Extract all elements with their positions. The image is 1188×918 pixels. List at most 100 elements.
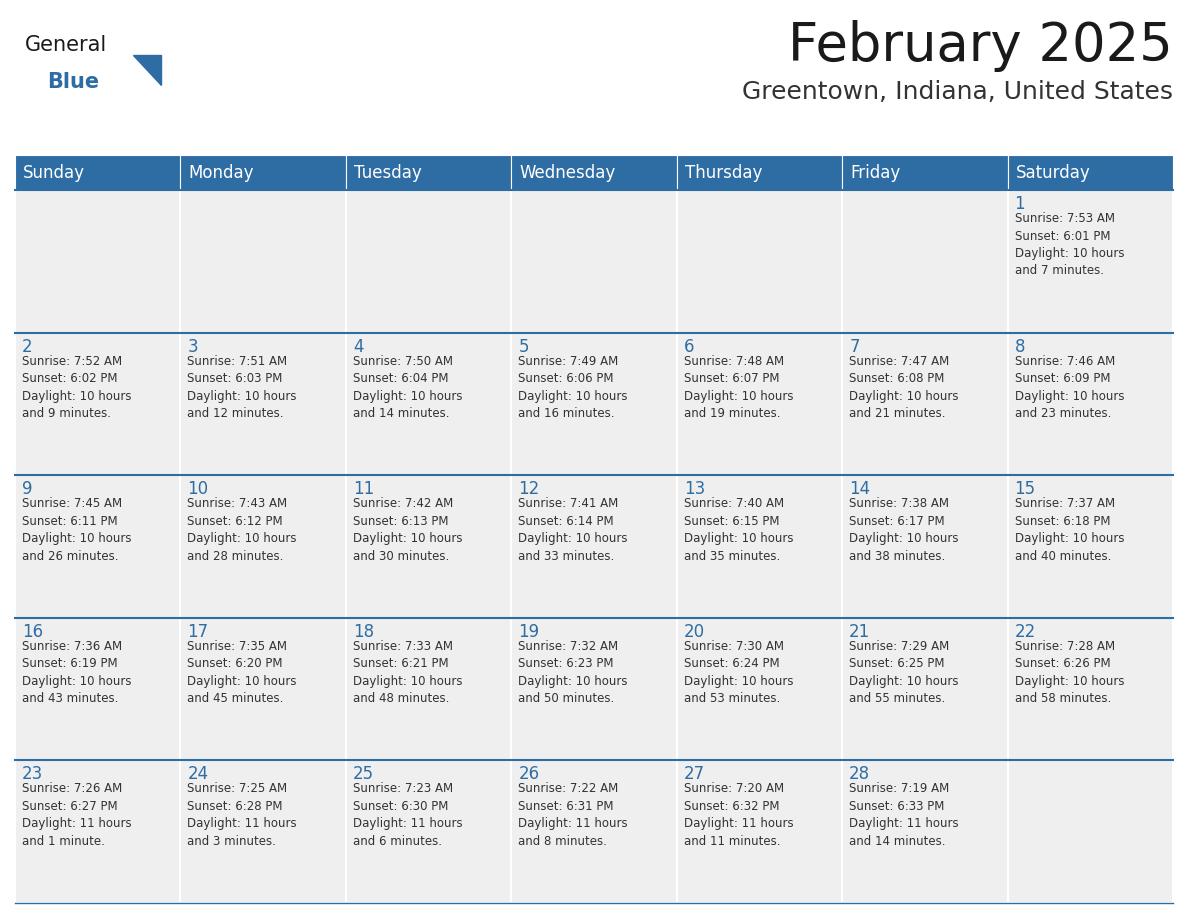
Text: Sunrise: 7:32 AM
Sunset: 6:23 PM
Daylight: 10 hours
and 50 minutes.: Sunrise: 7:32 AM Sunset: 6:23 PM Dayligh…: [518, 640, 627, 705]
Text: 3: 3: [188, 338, 198, 355]
Text: February 2025: February 2025: [789, 20, 1173, 72]
Bar: [677, 618, 842, 760]
Bar: [1007, 155, 1173, 190]
Text: 4: 4: [353, 338, 364, 355]
Text: Sunrise: 7:22 AM
Sunset: 6:31 PM
Daylight: 11 hours
and 8 minutes.: Sunrise: 7:22 AM Sunset: 6:31 PM Dayligh…: [518, 782, 628, 848]
Text: Sunrise: 7:23 AM
Sunset: 6:30 PM
Daylight: 11 hours
and 6 minutes.: Sunrise: 7:23 AM Sunset: 6:30 PM Dayligh…: [353, 782, 462, 848]
Text: 12: 12: [518, 480, 539, 498]
Text: General: General: [25, 35, 107, 55]
Text: Saturday: Saturday: [1016, 163, 1091, 182]
Text: 25: 25: [353, 766, 374, 783]
Bar: [181, 618, 346, 760]
Text: 15: 15: [1015, 480, 1036, 498]
Bar: [15, 476, 181, 618]
Text: Wednesday: Wednesday: [519, 163, 615, 182]
Text: 28: 28: [849, 766, 871, 783]
Text: Sunrise: 7:33 AM
Sunset: 6:21 PM
Daylight: 10 hours
and 48 minutes.: Sunrise: 7:33 AM Sunset: 6:21 PM Dayligh…: [353, 640, 462, 705]
Text: 11: 11: [353, 480, 374, 498]
Text: Sunrise: 7:48 AM
Sunset: 6:07 PM
Daylight: 10 hours
and 19 minutes.: Sunrise: 7:48 AM Sunset: 6:07 PM Dayligh…: [684, 354, 794, 420]
Bar: [511, 618, 677, 760]
Text: Greentown, Indiana, United States: Greentown, Indiana, United States: [742, 80, 1173, 104]
Text: 22: 22: [1015, 622, 1036, 641]
Text: Sunrise: 7:25 AM
Sunset: 6:28 PM
Daylight: 11 hours
and 3 minutes.: Sunrise: 7:25 AM Sunset: 6:28 PM Dayligh…: [188, 782, 297, 848]
Text: Friday: Friday: [851, 163, 901, 182]
Text: Sunrise: 7:36 AM
Sunset: 6:19 PM
Daylight: 10 hours
and 43 minutes.: Sunrise: 7:36 AM Sunset: 6:19 PM Dayligh…: [23, 640, 132, 705]
Text: Sunrise: 7:45 AM
Sunset: 6:11 PM
Daylight: 10 hours
and 26 minutes.: Sunrise: 7:45 AM Sunset: 6:11 PM Dayligh…: [23, 498, 132, 563]
Text: Sunrise: 7:52 AM
Sunset: 6:02 PM
Daylight: 10 hours
and 9 minutes.: Sunrise: 7:52 AM Sunset: 6:02 PM Dayligh…: [23, 354, 132, 420]
Bar: [677, 476, 842, 618]
Text: 21: 21: [849, 622, 871, 641]
Bar: [346, 618, 511, 760]
Bar: [511, 760, 677, 903]
Polygon shape: [133, 55, 162, 85]
Bar: [15, 332, 181, 476]
Bar: [346, 190, 511, 332]
Text: 18: 18: [353, 622, 374, 641]
Bar: [511, 190, 677, 332]
Bar: [181, 760, 346, 903]
Text: Sunrise: 7:50 AM
Sunset: 6:04 PM
Daylight: 10 hours
and 14 minutes.: Sunrise: 7:50 AM Sunset: 6:04 PM Dayligh…: [353, 354, 462, 420]
Text: Sunrise: 7:19 AM
Sunset: 6:33 PM
Daylight: 11 hours
and 14 minutes.: Sunrise: 7:19 AM Sunset: 6:33 PM Dayligh…: [849, 782, 959, 848]
Bar: [1007, 332, 1173, 476]
Bar: [842, 190, 1007, 332]
Bar: [842, 155, 1007, 190]
Text: Sunrise: 7:37 AM
Sunset: 6:18 PM
Daylight: 10 hours
and 40 minutes.: Sunrise: 7:37 AM Sunset: 6:18 PM Dayligh…: [1015, 498, 1124, 563]
Text: 2: 2: [23, 338, 32, 355]
Text: Sunrise: 7:49 AM
Sunset: 6:06 PM
Daylight: 10 hours
and 16 minutes.: Sunrise: 7:49 AM Sunset: 6:06 PM Dayligh…: [518, 354, 627, 420]
Text: 13: 13: [684, 480, 704, 498]
Bar: [181, 155, 346, 190]
Text: 14: 14: [849, 480, 871, 498]
Text: 20: 20: [684, 622, 704, 641]
Text: 17: 17: [188, 622, 209, 641]
Bar: [1007, 618, 1173, 760]
Bar: [346, 760, 511, 903]
Bar: [15, 155, 181, 190]
Text: 16: 16: [23, 622, 43, 641]
Text: Sunrise: 7:26 AM
Sunset: 6:27 PM
Daylight: 11 hours
and 1 minute.: Sunrise: 7:26 AM Sunset: 6:27 PM Dayligh…: [23, 782, 132, 848]
Text: 10: 10: [188, 480, 209, 498]
Bar: [346, 155, 511, 190]
Text: 7: 7: [849, 338, 860, 355]
Bar: [346, 332, 511, 476]
Bar: [842, 618, 1007, 760]
Bar: [511, 332, 677, 476]
Bar: [677, 332, 842, 476]
Text: Sunrise: 7:42 AM
Sunset: 6:13 PM
Daylight: 10 hours
and 30 minutes.: Sunrise: 7:42 AM Sunset: 6:13 PM Dayligh…: [353, 498, 462, 563]
Text: Sunday: Sunday: [23, 163, 86, 182]
Text: Sunrise: 7:29 AM
Sunset: 6:25 PM
Daylight: 10 hours
and 55 minutes.: Sunrise: 7:29 AM Sunset: 6:25 PM Dayligh…: [849, 640, 959, 705]
Text: 6: 6: [684, 338, 694, 355]
Text: Sunrise: 7:35 AM
Sunset: 6:20 PM
Daylight: 10 hours
and 45 minutes.: Sunrise: 7:35 AM Sunset: 6:20 PM Dayligh…: [188, 640, 297, 705]
Bar: [842, 476, 1007, 618]
Bar: [1007, 476, 1173, 618]
Bar: [511, 476, 677, 618]
Text: 27: 27: [684, 766, 704, 783]
Text: Sunrise: 7:47 AM
Sunset: 6:08 PM
Daylight: 10 hours
and 21 minutes.: Sunrise: 7:47 AM Sunset: 6:08 PM Dayligh…: [849, 354, 959, 420]
Bar: [842, 332, 1007, 476]
Text: Tuesday: Tuesday: [354, 163, 422, 182]
Text: Monday: Monday: [189, 163, 254, 182]
Bar: [1007, 190, 1173, 332]
Bar: [15, 760, 181, 903]
Text: 24: 24: [188, 766, 209, 783]
Text: Sunrise: 7:30 AM
Sunset: 6:24 PM
Daylight: 10 hours
and 53 minutes.: Sunrise: 7:30 AM Sunset: 6:24 PM Dayligh…: [684, 640, 794, 705]
Text: 1: 1: [1015, 195, 1025, 213]
Bar: [181, 332, 346, 476]
Bar: [677, 760, 842, 903]
Bar: [181, 476, 346, 618]
Text: 5: 5: [518, 338, 529, 355]
Text: 19: 19: [518, 622, 539, 641]
Text: Sunrise: 7:46 AM
Sunset: 6:09 PM
Daylight: 10 hours
and 23 minutes.: Sunrise: 7:46 AM Sunset: 6:09 PM Dayligh…: [1015, 354, 1124, 420]
Text: Thursday: Thursday: [684, 163, 762, 182]
Text: Sunrise: 7:43 AM
Sunset: 6:12 PM
Daylight: 10 hours
and 28 minutes.: Sunrise: 7:43 AM Sunset: 6:12 PM Dayligh…: [188, 498, 297, 563]
Bar: [1007, 760, 1173, 903]
Bar: [15, 190, 181, 332]
Bar: [346, 476, 511, 618]
Bar: [677, 190, 842, 332]
Text: 9: 9: [23, 480, 32, 498]
Bar: [511, 155, 677, 190]
Text: Sunrise: 7:38 AM
Sunset: 6:17 PM
Daylight: 10 hours
and 38 minutes.: Sunrise: 7:38 AM Sunset: 6:17 PM Dayligh…: [849, 498, 959, 563]
Text: Blue: Blue: [48, 72, 99, 92]
Text: Sunrise: 7:41 AM
Sunset: 6:14 PM
Daylight: 10 hours
and 33 minutes.: Sunrise: 7:41 AM Sunset: 6:14 PM Dayligh…: [518, 498, 627, 563]
Text: Sunrise: 7:51 AM
Sunset: 6:03 PM
Daylight: 10 hours
and 12 minutes.: Sunrise: 7:51 AM Sunset: 6:03 PM Dayligh…: [188, 354, 297, 420]
Bar: [677, 155, 842, 190]
